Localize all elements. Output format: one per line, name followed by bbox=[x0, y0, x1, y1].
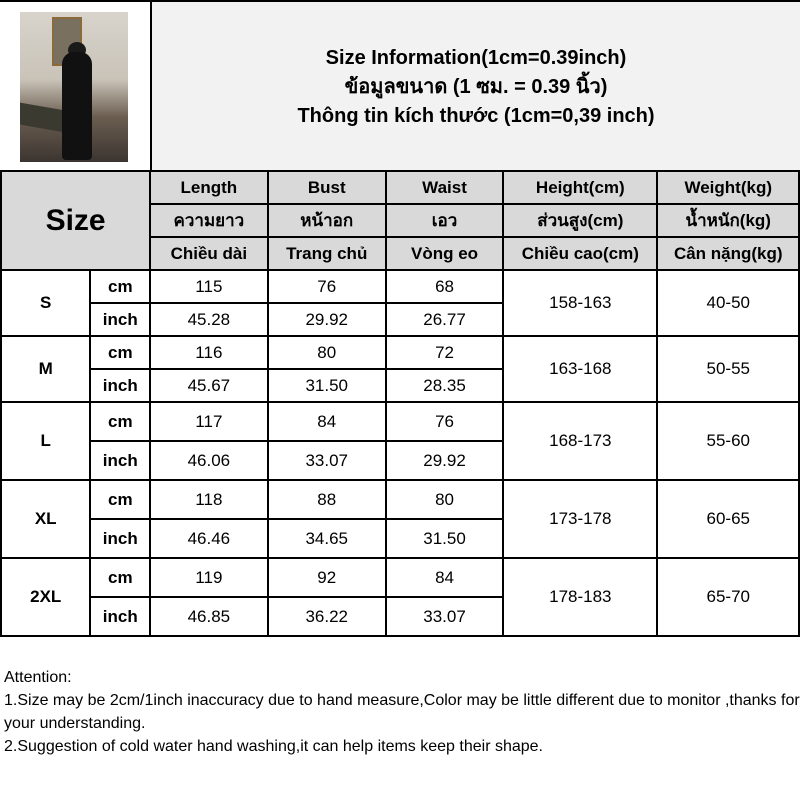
size-table: Size Length Bust Waist Height(cm) Weight(kg) ค… bbox=[0, 170, 800, 637]
column-header: หน้าอก bbox=[266, 203, 387, 238]
column-header: น้ำหนัก(kg) bbox=[656, 203, 800, 238]
header-row: Chiều dài Trang chủ Vòng eo Chiều cao(cm) Câ… bbox=[1, 236, 800, 271]
measurement-cell: 45.67 bbox=[149, 368, 269, 403]
measurement-cell: 29.92 bbox=[266, 302, 387, 337]
attention-notes: Attention: 1.Size may be 2cm/1inch inacc… bbox=[4, 666, 800, 758]
column-header: Waist bbox=[384, 170, 505, 205]
measurement-cell: 76 bbox=[266, 269, 387, 304]
unit-label: inch bbox=[89, 302, 152, 337]
weight-cell: 60-65 bbox=[656, 479, 800, 559]
unit-label: inch bbox=[89, 596, 152, 637]
size-label: S bbox=[0, 269, 92, 337]
size-label: XL bbox=[0, 479, 92, 559]
unit-label: inch bbox=[89, 518, 152, 559]
title-vi: Thông tin kích thước (1cm=0,39 inch) bbox=[297, 104, 655, 127]
height-cell: 168-173 bbox=[502, 401, 659, 481]
column-header: Chiều dài bbox=[149, 236, 269, 271]
measurement-cell: 68 bbox=[384, 269, 505, 304]
measurement-cell: 116 bbox=[149, 335, 269, 370]
unit-label: cm bbox=[89, 557, 152, 598]
size-label: M bbox=[0, 335, 92, 403]
table-row: inch 45.28 29.92 26.77 bbox=[1, 302, 799, 337]
measurement-cell: 84 bbox=[266, 401, 387, 442]
column-header: Height(cm) bbox=[502, 170, 659, 205]
measurement-cell: 118 bbox=[149, 479, 269, 520]
column-header: Cân nặng(kg) bbox=[656, 236, 800, 271]
column-header: Chiều cao(cm) bbox=[502, 236, 659, 271]
measurement-cell: 31.50 bbox=[384, 518, 505, 559]
table-row: inch 46.06 33.07 29.92 bbox=[1, 440, 799, 481]
measurement-cell: 46.46 bbox=[149, 518, 269, 559]
measurement-cell: 31.50 bbox=[266, 368, 387, 403]
size-label: 2XL bbox=[0, 557, 92, 637]
height-cell: 178-183 bbox=[502, 557, 659, 637]
size-info-title: Size Information(1cm=0.39inch) ข้อมูลขนา… bbox=[150, 2, 800, 172]
measurement-cell: 119 bbox=[149, 557, 269, 598]
measurement-cell: 92 bbox=[266, 557, 387, 598]
column-header: ส่วนสูง(cm) bbox=[502, 203, 659, 238]
header-row: Size Length Bust Waist Height(cm) Weight(kg) bbox=[0, 170, 800, 271]
title-en: Size Information(1cm=0.39inch) bbox=[325, 46, 627, 69]
column-header: เอว bbox=[384, 203, 505, 238]
notes-heading: Attention: bbox=[4, 669, 72, 686]
height-cell: 158-163 bbox=[502, 269, 659, 337]
note-1: 1.Size may be 2cm/1inch inaccuracy due t… bbox=[4, 692, 800, 732]
column-header: Weight(kg) bbox=[656, 170, 800, 205]
table-row: inch 46.85 36.22 33.07 bbox=[1, 596, 799, 637]
measurement-cell: 45.28 bbox=[149, 302, 269, 337]
size-label: L bbox=[0, 401, 92, 481]
measurement-cell: 46.06 bbox=[149, 440, 269, 481]
table-row: inch 46.46 34.65 31.50 bbox=[1, 518, 799, 559]
measurement-cell: 84 bbox=[384, 557, 505, 598]
measurement-cell: 28.35 bbox=[384, 368, 505, 403]
measurement-cell: 29.92 bbox=[384, 440, 505, 481]
height-cell: 173-178 bbox=[502, 479, 659, 559]
column-header: Vòng eo bbox=[384, 236, 505, 271]
column-header: Length bbox=[149, 170, 269, 205]
measurement-cell: 88 bbox=[266, 479, 387, 520]
measurement-cell: 76 bbox=[384, 401, 505, 442]
header-row: ความยาว หน้าอก เอว ส่วนสูง(cm) น้ำหนัก(kg) bbox=[1, 203, 800, 238]
measurement-cell: 115 bbox=[149, 269, 269, 304]
measurement-cell: 117 bbox=[149, 401, 269, 442]
table-row: inch 45.67 31.50 28.35 bbox=[1, 368, 799, 403]
measurement-cell: 80 bbox=[384, 479, 505, 520]
weight-cell: 65-70 bbox=[656, 557, 800, 637]
column-header: ความยาว bbox=[149, 203, 269, 238]
table-row: 2XL cm 119 92 84 178-183 65-70 bbox=[0, 557, 800, 637]
measurement-cell: 34.65 bbox=[266, 518, 387, 559]
title-th: ข้อมูลขนาด (1 ซม. = 0.39 นิ้ว) bbox=[344, 75, 608, 98]
height-cell: 163-168 bbox=[502, 335, 659, 403]
weight-cell: 55-60 bbox=[656, 401, 800, 481]
measurement-cell: 36.22 bbox=[266, 596, 387, 637]
note-2: 2.Suggestion of cold water hand washing,… bbox=[4, 738, 543, 755]
column-header: Trang chủ bbox=[266, 236, 387, 271]
column-header: Bust bbox=[266, 170, 387, 205]
size-header: Size bbox=[0, 170, 152, 271]
unit-label: inch bbox=[89, 368, 152, 403]
unit-label: cm bbox=[89, 269, 152, 304]
measurement-cell: 33.07 bbox=[266, 440, 387, 481]
weight-cell: 40-50 bbox=[656, 269, 800, 337]
header-area: Size Information(1cm=0.39inch) ข้อมูลขนา… bbox=[0, 0, 800, 172]
unit-label: cm bbox=[89, 479, 152, 520]
unit-label: cm bbox=[89, 335, 152, 370]
product-photo bbox=[20, 12, 128, 162]
table-row: XL cm 118 88 80 173-178 60-65 bbox=[0, 479, 800, 559]
weight-cell: 50-55 bbox=[656, 335, 800, 403]
unit-label: inch bbox=[89, 440, 152, 481]
measurement-cell: 33.07 bbox=[384, 596, 505, 637]
measurement-cell: 80 bbox=[266, 335, 387, 370]
measurement-cell: 46.85 bbox=[149, 596, 269, 637]
measurement-cell: 72 bbox=[384, 335, 505, 370]
unit-label: cm bbox=[89, 401, 152, 442]
measurement-cell: 26.77 bbox=[384, 302, 505, 337]
